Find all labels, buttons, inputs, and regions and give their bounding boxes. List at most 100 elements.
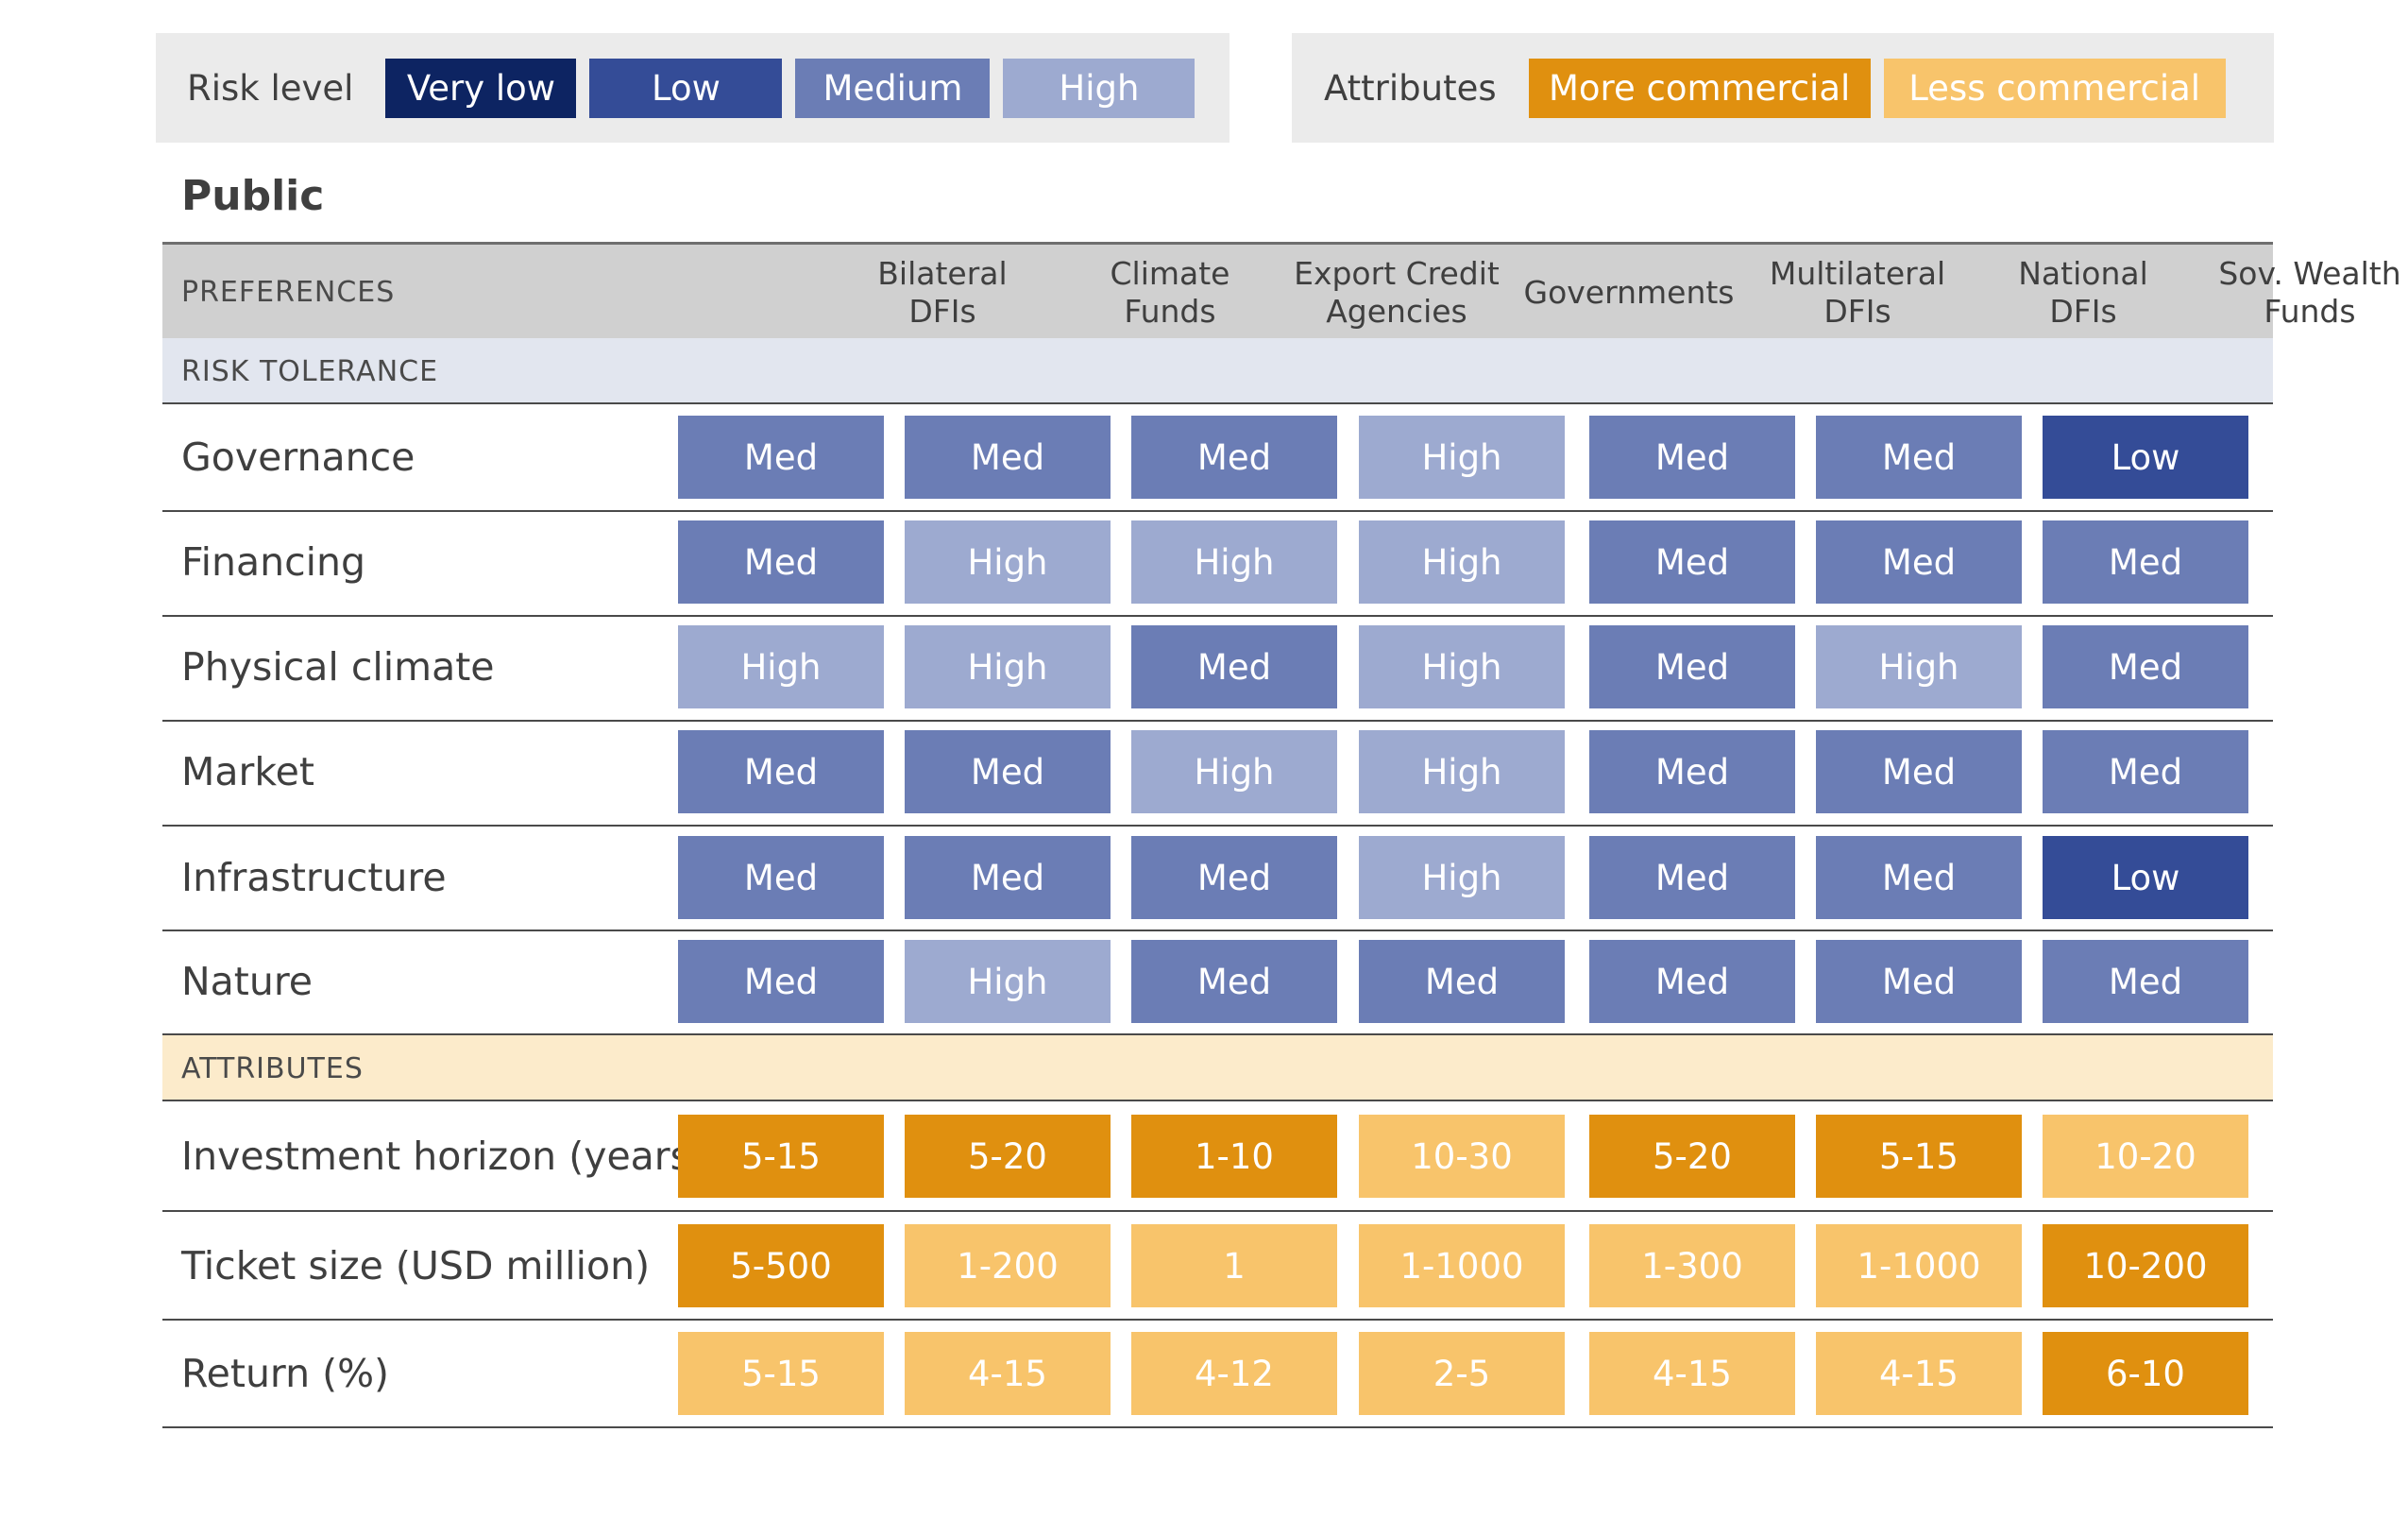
- attribute-cell: 1-1000: [1359, 1224, 1565, 1307]
- column-header-7: Sov. Wealth Funds: [2218, 255, 2401, 330]
- preferences-header: PREFERENCES Bilateral DFIs Climate Funds E…: [162, 242, 2401, 338]
- risk-cell: Med: [678, 940, 884, 1023]
- attribute-cell: 5-20: [1589, 1115, 1795, 1198]
- risk-legend-title: Risk level: [187, 67, 354, 109]
- risk-cell: High: [1359, 520, 1565, 604]
- risk-tolerance-header: RISK TOLERANCE: [162, 338, 2273, 404]
- risk-cell: Med: [905, 416, 1111, 499]
- attribute-cell: 2-5: [1359, 1332, 1565, 1415]
- attr-legend-title: Attributes: [1324, 67, 1497, 109]
- attribute-cell: 4-15: [905, 1332, 1111, 1415]
- attribute-cell: 4-12: [1131, 1332, 1337, 1415]
- risk-cell: Med: [905, 836, 1111, 919]
- risk-row-label: Nature: [181, 959, 314, 1004]
- risk-cell: Med: [2043, 730, 2248, 813]
- risk-row-label: Financing: [181, 539, 366, 585]
- risk-cell: Med: [678, 836, 884, 919]
- risk-row-label: Governance: [181, 435, 415, 480]
- attribute-cell: 1-10: [1131, 1115, 1337, 1198]
- column-header-3: Export Credit Agencies: [1294, 255, 1500, 330]
- risk-tolerance-label: RISK TOLERANCE: [181, 355, 439, 388]
- risk-cell: High: [1131, 520, 1337, 604]
- attribute-cell: 1-1000: [1816, 1224, 2022, 1307]
- column-header-4: Governments: [1523, 274, 1735, 311]
- risk-cell: Med: [1816, 730, 2022, 813]
- risk-cell: High: [678, 625, 884, 708]
- column-header-1: Bilateral DFIs: [877, 255, 1008, 330]
- risk-cell: Low: [2043, 416, 2248, 499]
- risk-cell: Med: [1816, 940, 2022, 1023]
- column-header-6: National DFIs: [2018, 255, 2148, 330]
- attribute-cell: 1-200: [905, 1224, 1111, 1307]
- attributes-header: ATTRIBUTES: [162, 1033, 2273, 1101]
- row-divider: [162, 1319, 2273, 1321]
- row-divider: [162, 1426, 2273, 1428]
- risk-cell: Med: [1589, 625, 1795, 708]
- row-divider: [162, 720, 2273, 722]
- row-divider: [162, 1210, 2273, 1212]
- risk-cell: High: [905, 520, 1111, 604]
- legend-more-commercial: More commercial: [1528, 58, 1871, 118]
- attribute-cell: 5-15: [678, 1332, 884, 1415]
- row-divider: [162, 615, 2273, 617]
- attribute-cell: 5-15: [1816, 1115, 2022, 1198]
- risk-cell: High: [1131, 730, 1337, 813]
- attribute-cell: 1-300: [1589, 1224, 1795, 1307]
- risk-cell: Low: [2043, 836, 2248, 919]
- attribute-cell: 10-30: [1359, 1115, 1565, 1198]
- risk-cell: Med: [678, 520, 884, 604]
- risk-cell: High: [1359, 836, 1565, 919]
- row-divider: [162, 510, 2273, 512]
- legend-less-commercial: Less commercial: [1883, 58, 2226, 118]
- attribute-cell: 5-15: [678, 1115, 884, 1198]
- risk-cell: Med: [678, 416, 884, 499]
- risk-cell: Med: [1589, 730, 1795, 813]
- risk-cell: High: [905, 625, 1111, 708]
- legend-low: Low: [589, 58, 783, 118]
- attribute-row-label: Investment horizon (years): [181, 1134, 706, 1179]
- risk-cell: Med: [1816, 416, 2022, 499]
- risk-cell: Med: [1816, 520, 2022, 604]
- attribute-cell: 4-15: [1816, 1332, 2022, 1415]
- risk-cell: High: [905, 940, 1111, 1023]
- attribute-cell: 6-10: [2043, 1332, 2248, 1415]
- risk-cell: Med: [1589, 416, 1795, 499]
- risk-cell: Med: [2043, 520, 2248, 604]
- legend-high: High: [1003, 58, 1196, 118]
- risk-cell: Med: [905, 730, 1111, 813]
- legend-medium: Medium: [795, 58, 991, 118]
- column-header-5: Multilateral DFIs: [1769, 255, 1946, 330]
- risk-cell: Med: [1131, 416, 1337, 499]
- attribute-cell: 1: [1131, 1224, 1337, 1307]
- legend-very-low: Very low: [385, 58, 577, 118]
- risk-cell: Med: [1589, 836, 1795, 919]
- attribute-cell: 4-15: [1589, 1332, 1795, 1415]
- row-divider: [162, 930, 2273, 931]
- attributes-legend: Attributes More commercial Less commerci…: [1292, 33, 2274, 143]
- risk-cell: Med: [1589, 940, 1795, 1023]
- section-title: Public: [181, 172, 325, 220]
- risk-cell: Med: [1589, 520, 1795, 604]
- attribute-cell: 10-200: [2043, 1224, 2248, 1307]
- risk-cell: Med: [1131, 836, 1337, 919]
- risk-cell: High: [1816, 625, 2022, 708]
- risk-row-label: Infrastructure: [181, 855, 447, 900]
- risk-row-label: Physical climate: [181, 644, 495, 690]
- risk-cell: Med: [1131, 625, 1337, 708]
- risk-cell: Med: [2043, 625, 2248, 708]
- column-header-2: Climate Funds: [1110, 255, 1230, 330]
- risk-cell: Med: [678, 730, 884, 813]
- risk-cell: Med: [1359, 940, 1565, 1023]
- attributes-label: ATTRIBUTES: [181, 1052, 364, 1085]
- risk-level-legend: Risk level Very low Low Medium High: [156, 33, 1229, 143]
- attribute-cell: 5-500: [678, 1224, 884, 1307]
- attribute-row-label: Return (%): [181, 1351, 390, 1396]
- attribute-row-label: Ticket size (USD million): [181, 1243, 651, 1288]
- attribute-cell: 5-20: [905, 1115, 1111, 1198]
- risk-cell: High: [1359, 416, 1565, 499]
- risk-cell: Med: [2043, 940, 2248, 1023]
- attribute-cell: 10-20: [2043, 1115, 2248, 1198]
- preferences-label: PREFERENCES: [181, 276, 396, 309]
- risk-cell: Med: [1816, 836, 2022, 919]
- risk-row-label: Market: [181, 749, 314, 794]
